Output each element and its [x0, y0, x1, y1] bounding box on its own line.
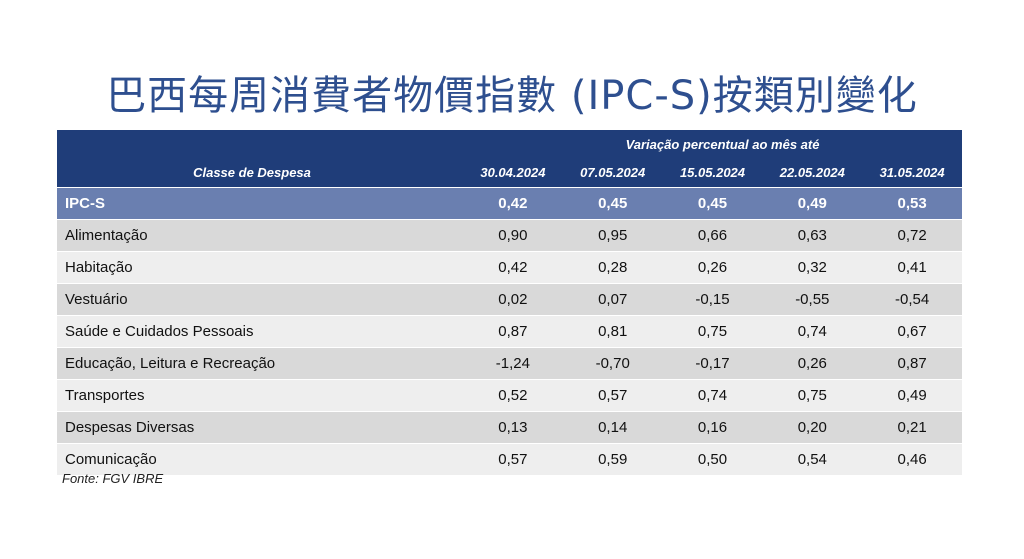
- row-value: 0,49: [762, 187, 863, 220]
- table-row: Educação, Leitura e Recreação -1,24 -0,70-…: [57, 347, 963, 380]
- header-empty-cell: [57, 130, 463, 158]
- row-value: -0,70: [562, 347, 663, 380]
- row-value: 0,26: [762, 347, 863, 380]
- row-label: Despesas Diversas: [57, 411, 463, 444]
- row-label: Comunicação: [57, 443, 463, 475]
- header-date: 30.04.2024: [463, 158, 563, 188]
- table-row: Despesas Diversas 0,13 0,14 0,16 0,20 0,21: [57, 411, 963, 444]
- ipc-table-container: Variação percentual ao mês até Classe de…: [57, 130, 963, 475]
- row-label: Transportes: [57, 379, 463, 412]
- row-value: 0,07: [562, 283, 663, 316]
- table-header: Variação percentual ao mês até Classe de…: [57, 130, 963, 188]
- row-value: 0,42: [463, 251, 563, 284]
- header-date: 31.05.2024: [862, 158, 963, 188]
- table-body: IPC-S 0,42 0,45 0,45 0,49 0,53 Alimentação 0,90…: [57, 187, 963, 475]
- row-label: Habitação: [57, 251, 463, 284]
- header-group-label: Variação percentual ao mês até: [463, 130, 963, 158]
- header-row-group: Variação percentual ao mês até: [57, 130, 963, 158]
- row-value: 0,67: [862, 315, 963, 348]
- row-label: Alimentação: [57, 219, 463, 252]
- row-value: 0,66: [662, 219, 763, 252]
- row-value: 0,74: [762, 315, 863, 348]
- row-value: 0,02: [463, 283, 563, 316]
- row-value: 0,21: [862, 411, 963, 444]
- row-value: 0,63: [762, 219, 863, 252]
- row-value: 0,81: [562, 315, 663, 348]
- header-date: 22.05.2024: [762, 158, 863, 188]
- row-value: 0,42: [463, 187, 563, 220]
- row-value: 0,50: [662, 443, 763, 475]
- row-value: 0,87: [862, 347, 963, 380]
- row-value: -0,54: [862, 283, 963, 316]
- row-value: 0,26: [662, 251, 763, 284]
- table-row: Alimentação 0,90 0,95 0,66 0,63 0,72: [57, 219, 963, 252]
- row-label: Vestuário: [57, 283, 463, 316]
- row-value: 0,57: [463, 443, 563, 475]
- header-date: 07.05.2024: [562, 158, 663, 188]
- row-value: 0,74: [662, 379, 763, 412]
- row-value: 0,45: [662, 187, 763, 220]
- row-label: IPC-S: [57, 187, 463, 220]
- row-value: 0,13: [463, 411, 563, 444]
- table-row: Vestuário 0,02 0,07 -0,15 -0,55 -0,54: [57, 283, 963, 316]
- row-value: -1,24: [463, 347, 563, 380]
- header-first-column: Classe de Despesa: [57, 158, 463, 188]
- row-label: Educação, Leitura e Recreação: [57, 347, 463, 380]
- row-value: 0,46: [862, 443, 963, 475]
- row-value: 0,75: [762, 379, 863, 412]
- row-value: 0,52: [463, 379, 563, 412]
- row-value: 0,49: [862, 379, 963, 412]
- source-note: Fonte: FGV IBRE: [62, 471, 164, 486]
- row-value: 0,32: [762, 251, 863, 284]
- row-label: Saúde e Cuidados Pessoais: [57, 315, 463, 348]
- table-row: Habitação 0,42 0,28 0,26 0,32 0,41: [57, 251, 963, 284]
- row-value: 0,41: [862, 251, 963, 284]
- row-value: 0,45: [562, 187, 663, 220]
- row-value: 0,53: [862, 187, 963, 220]
- row-value: 0,75: [662, 315, 763, 348]
- row-value: -0,15: [662, 283, 763, 316]
- row-value: 0,87: [463, 315, 563, 348]
- row-value: 0,16: [662, 411, 763, 444]
- row-value: 0,57: [562, 379, 663, 412]
- table-row: Saúde e Cuidados Pessoais 0,87 0,81 0,75 0,7…: [57, 315, 963, 348]
- table-row-ipc-s: IPC-S 0,42 0,45 0,45 0,49 0,53: [57, 187, 963, 220]
- ipc-table: Variação percentual ao mês até Classe de…: [57, 130, 963, 475]
- row-value: 0,90: [463, 219, 563, 252]
- row-value: 0,72: [862, 219, 963, 252]
- row-value: 0,54: [762, 443, 863, 475]
- table-row: Transportes 0,52 0,57 0,74 0,75 0,49: [57, 379, 963, 412]
- row-value: 0,14: [562, 411, 663, 444]
- row-value: 0,95: [562, 219, 663, 252]
- row-value: -0,17: [662, 347, 763, 380]
- header-date: 15.05.2024: [662, 158, 763, 188]
- header-row-columns: Classe de Despesa 30.04.2024 07.05.2024 …: [57, 158, 963, 188]
- row-value: 0,28: [562, 251, 663, 284]
- row-value: -0,55: [762, 283, 863, 316]
- page-title: 巴西每周消費者物價指數 (IPC-S)按類別變化: [106, 73, 918, 119]
- row-value: 0,59: [562, 443, 663, 475]
- table-row: Comunicação 0,57 0,59 0,50 0,54 0,46: [57, 443, 963, 475]
- row-value: 0,20: [762, 411, 863, 444]
